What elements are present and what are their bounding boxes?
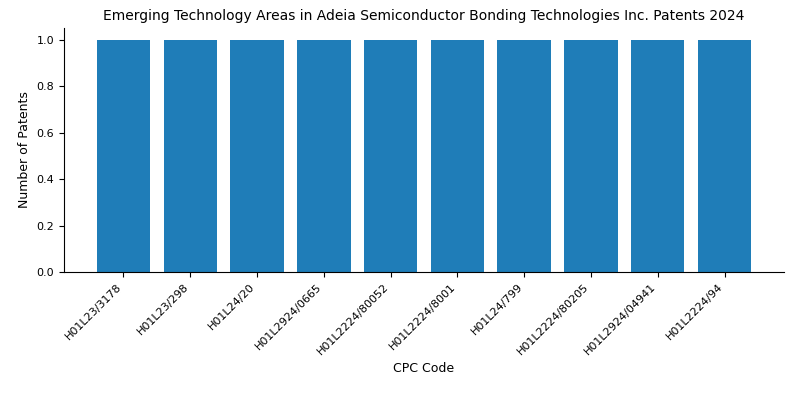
Bar xyxy=(498,40,551,272)
Bar xyxy=(97,40,150,272)
Bar xyxy=(364,40,418,272)
Bar xyxy=(430,40,484,272)
Title: Emerging Technology Areas in Adeia Semiconductor Bonding Technologies Inc. Paten: Emerging Technology Areas in Adeia Semic… xyxy=(103,9,745,23)
Bar xyxy=(631,40,685,272)
X-axis label: CPC Code: CPC Code xyxy=(394,362,454,376)
Bar xyxy=(230,40,284,272)
Bar xyxy=(297,40,350,272)
Bar xyxy=(698,40,751,272)
Bar xyxy=(564,40,618,272)
Bar xyxy=(163,40,217,272)
Y-axis label: Number of Patents: Number of Patents xyxy=(18,92,31,208)
